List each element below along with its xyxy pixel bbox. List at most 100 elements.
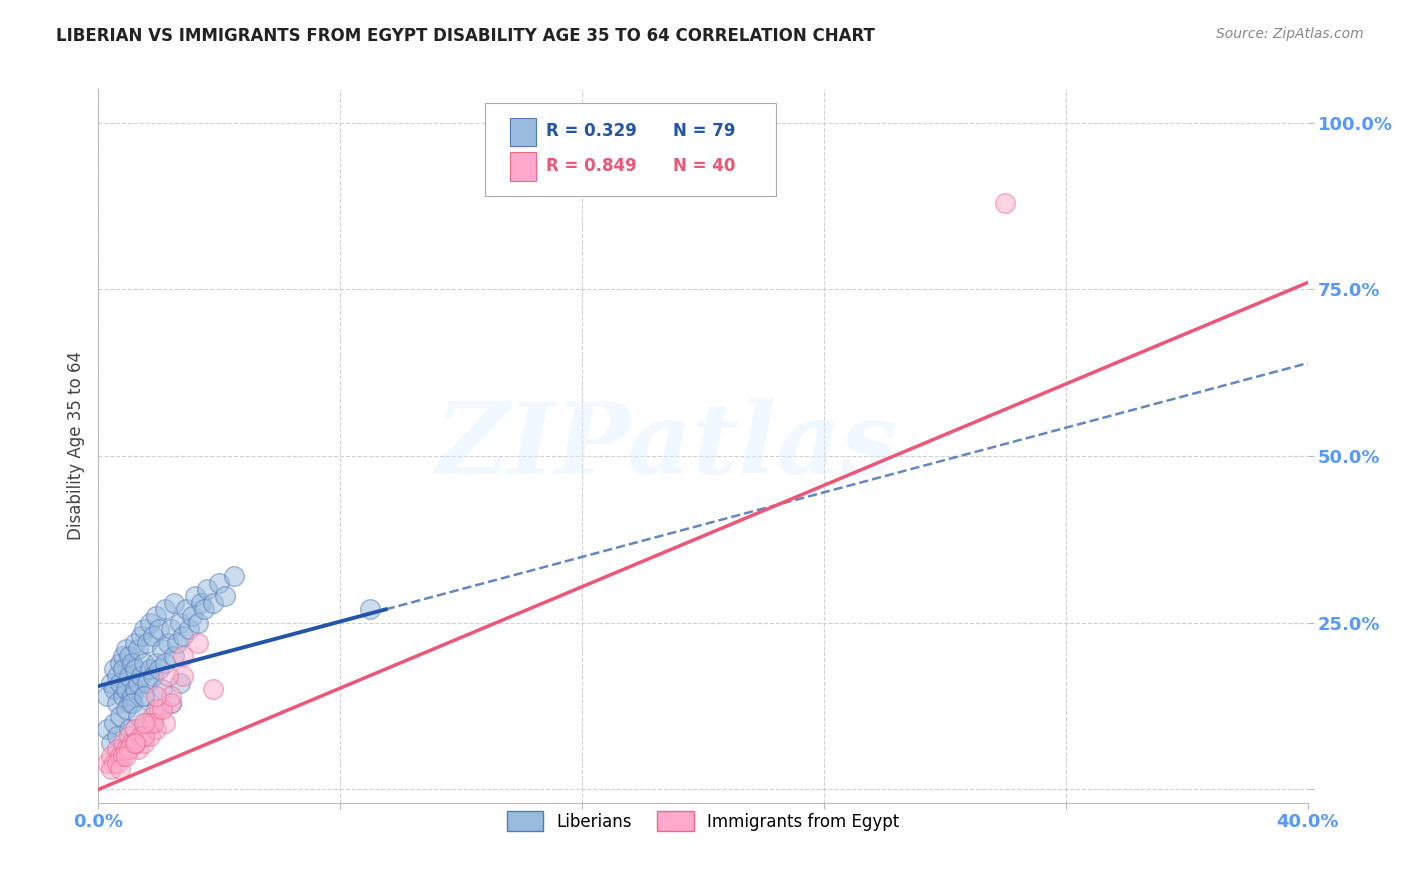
Point [132,689,155,703]
Point [108,656,131,670]
Point [108,675,131,690]
Point [111,742,134,756]
Point [118,723,141,737]
Text: R = 0.849: R = 0.849 [546,157,637,175]
Point [129,629,152,643]
Point [132,736,155,750]
Point [121,689,143,703]
Point [108,763,131,777]
Point [142,709,165,723]
Point [145,609,167,624]
Point [103,662,125,676]
Point [114,682,136,697]
Point [111,736,134,750]
Text: ZIPatlas: ZIPatlas [436,398,898,494]
Point [105,696,128,710]
Point [172,649,194,664]
Point [360,602,382,616]
Point [166,636,188,650]
Point [132,715,155,730]
Point [139,715,162,730]
Text: Source: ZipAtlas.com: Source: ZipAtlas.com [1216,27,1364,41]
Point [187,636,209,650]
Point [124,736,146,750]
Point [208,575,231,590]
Point [153,715,176,730]
Point [118,669,141,683]
Point [202,596,225,610]
Point [160,623,183,637]
Point [156,669,179,683]
Point [118,742,141,756]
Point [124,636,146,650]
Point [108,749,131,764]
Point [172,669,194,683]
Point [142,715,165,730]
Point [187,615,209,630]
Point [145,702,167,716]
Point [124,736,146,750]
Point [118,649,141,664]
Point [129,669,152,683]
Point [172,629,194,643]
Y-axis label: Disability Age 35 to 64: Disability Age 35 to 64 [66,351,84,541]
Point [195,582,218,597]
Point [132,656,155,670]
Point [150,642,173,657]
Point [127,642,149,657]
Point [105,742,128,756]
FancyBboxPatch shape [485,103,776,196]
Point [105,669,128,683]
Text: N = 40: N = 40 [672,157,735,175]
Point [153,602,176,616]
Point [145,689,167,703]
Point [148,623,170,637]
Point [148,662,170,676]
Point [190,596,212,610]
Point [96,689,118,703]
Point [129,729,152,743]
Point [111,689,134,703]
Point [150,702,173,716]
Point [121,736,143,750]
Point [135,636,157,650]
Point [139,729,162,743]
Point [160,689,183,703]
Point [111,749,134,764]
Point [103,715,125,730]
Point [114,702,136,716]
Point [193,602,215,616]
Point [103,682,125,697]
Point [118,696,141,710]
Point [145,656,167,670]
Point [132,689,155,703]
Text: N = 79: N = 79 [672,121,735,139]
Point [100,736,122,750]
Point [111,649,134,664]
Point [156,636,179,650]
Point [139,615,162,630]
Point [142,629,165,643]
Point [179,623,201,637]
Point [108,709,131,723]
Point [139,662,162,676]
Point [96,756,118,770]
Point [148,702,170,716]
Point [135,715,157,730]
Point [100,749,122,764]
Point [160,696,183,710]
Point [169,675,191,690]
Point [214,589,236,603]
Bar [509,118,536,146]
Point [100,675,122,690]
Point [121,696,143,710]
Point [124,682,146,697]
Point [129,729,152,743]
Point [174,602,197,616]
Point [105,729,128,743]
Point [163,596,186,610]
Point [114,742,136,756]
Point [127,675,149,690]
Point [132,729,155,743]
Point [118,729,141,743]
